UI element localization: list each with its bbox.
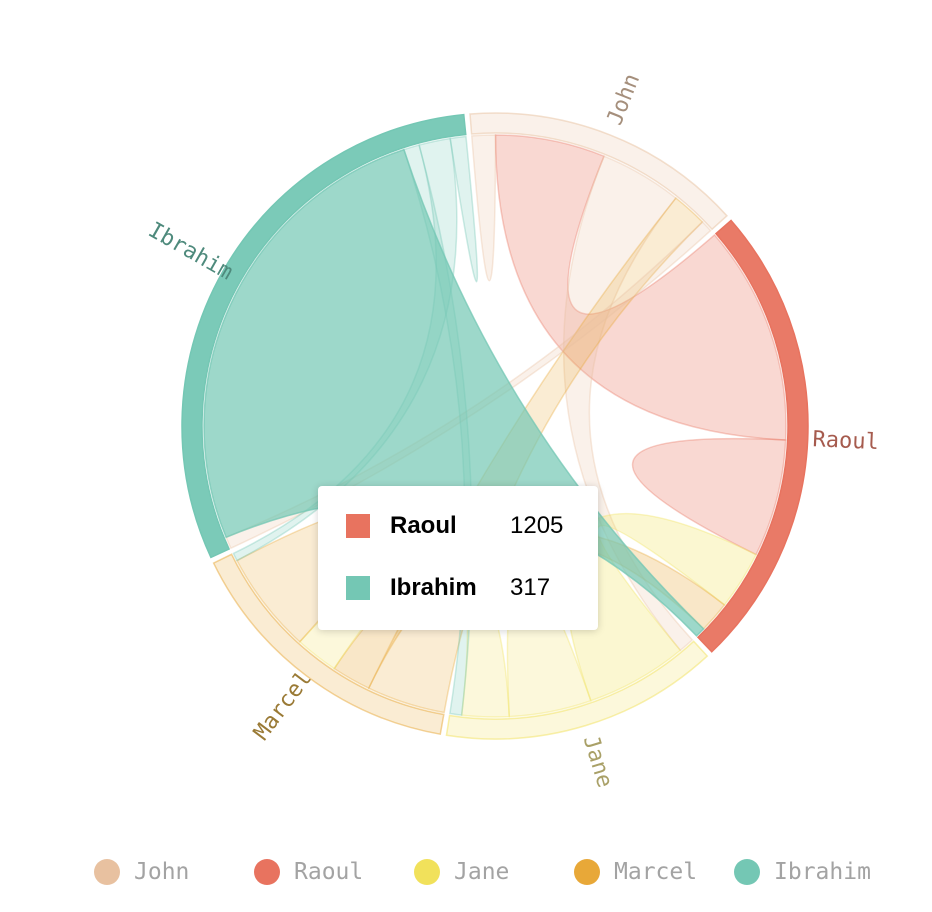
tooltip-source-name: Raoul: [390, 512, 457, 539]
group-label-marcel: Marcel: [249, 667, 317, 746]
group-arc-john[interactable]: [469, 112, 728, 231]
legend-label-jane: Jane: [454, 859, 510, 885]
chord-diagram: John Raoul Jane Marcel Ibrahim: [144, 70, 879, 791]
tooltip-row-target: Ibrahim 317: [346, 574, 551, 601]
group-label-john: John: [602, 70, 645, 128]
legend-dot-jane: [414, 859, 440, 885]
group-arc-jane[interactable]: [445, 640, 709, 740]
legend-label-ibrahim: Ibrahim: [774, 859, 871, 885]
ribbon-john-raoul[interactable]: [494, 134, 787, 441]
chart-legend: John Raoul Jane Marcel Ibrahim: [94, 858, 894, 886]
legend-dot-marcel: [574, 859, 600, 885]
legend-item-john[interactable]: John: [94, 858, 189, 886]
group-arc-marcel[interactable]: [212, 553, 445, 736]
group-label-ibrahim: Ibrahim: [144, 218, 237, 286]
tooltip-target-value: 317: [510, 574, 551, 601]
legend-label-john: John: [134, 859, 190, 885]
legend-label-marcel: Marcel: [614, 859, 698, 885]
group-arc-raoul[interactable]: [696, 219, 809, 653]
group-label-raoul: Raoul: [812, 427, 879, 455]
legend-item-marcel[interactable]: Marcel: [574, 858, 697, 886]
chord-tooltip: Raoul 1205 Ibrahim 317: [318, 486, 598, 630]
legend-dot-john: [94, 859, 120, 885]
tooltip-swatch-target: [346, 576, 370, 600]
group-arc-ibrahim[interactable]: [181, 113, 467, 559]
legend-item-jane[interactable]: Jane: [414, 858, 509, 886]
legend-item-ibrahim[interactable]: Ibrahim: [734, 858, 871, 886]
legend-item-raoul[interactable]: Raoul: [254, 858, 363, 886]
group-label-jane: Jane: [578, 733, 617, 791]
ribbon-ibrahim-ibrahim[interactable]: [449, 135, 479, 283]
tooltip-source-value: 1205: [510, 512, 564, 539]
legend-dot-ibrahim: [734, 859, 760, 885]
ribbon-john-jane[interactable]: [562, 155, 694, 652]
legend-dot-raoul: [254, 859, 280, 885]
legend-label-raoul: Raoul: [294, 859, 364, 885]
chord-chart: John Raoul Jane Marcel Ibrahim Raoul 1205 Ib…: [144, 70, 879, 791]
ribbon-john-john[interactable]: [470, 134, 497, 282]
tooltip-row-source: Raoul 1205: [346, 512, 564, 539]
ribbon-raoul-raoul[interactable]: [631, 437, 787, 556]
tooltip-target-name: Ibrahim: [390, 574, 477, 601]
ribbon-john-ibrahim[interactable]: [225, 220, 712, 550]
tooltip-swatch-source: [346, 514, 370, 538]
